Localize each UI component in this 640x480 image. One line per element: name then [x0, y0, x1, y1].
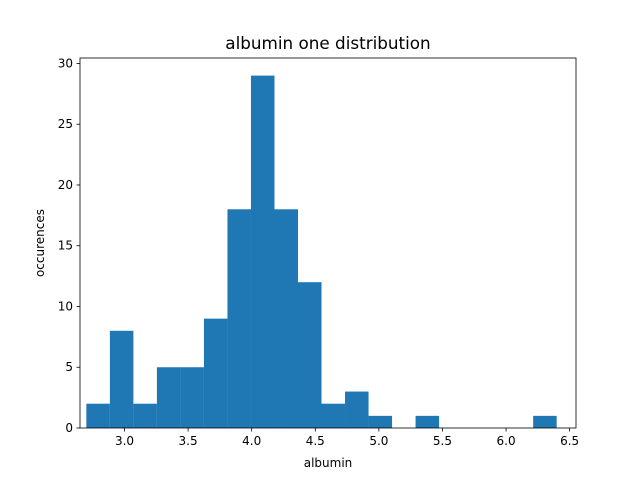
x-tick-label: 5.5	[433, 434, 452, 448]
y-tick-label: 30	[58, 56, 73, 70]
bars-group	[86, 75, 557, 428]
x-tick-label: 5.0	[369, 434, 388, 448]
histogram-bar	[415, 415, 440, 428]
x-tick-label: 3.5	[179, 434, 198, 448]
y-ticks-group: 0 5 10 15 20 25 30	[58, 56, 80, 435]
histogram-bar	[133, 403, 157, 428]
chart-title: albumin one distribution	[225, 33, 430, 53]
histogram-bar	[250, 75, 275, 428]
x-ticks-group: 3.0 3.5 4.0 4.5 5.0 5.5 6.0 6.5	[115, 428, 579, 448]
y-tick-label: 5	[65, 360, 73, 374]
histogram-bar	[203, 318, 228, 428]
histogram-bar	[533, 415, 557, 428]
x-tick-label: 4.0	[242, 434, 261, 448]
y-tick-label: 15	[58, 239, 73, 253]
y-axis-label: occurences	[33, 209, 47, 277]
x-tick-label: 3.0	[115, 434, 134, 448]
x-axis-label: albumin	[304, 456, 353, 470]
histogram-bar	[227, 209, 251, 428]
y-tick-label: 10	[58, 299, 73, 313]
axes-frame	[79, 57, 577, 429]
x-tick-label: 6.5	[560, 434, 579, 448]
histogram-bar	[109, 330, 134, 428]
histogram-bar	[86, 403, 110, 428]
histogram-bar	[297, 282, 322, 428]
histogram-bar	[180, 367, 204, 428]
y-tick-label: 0	[65, 421, 73, 435]
x-tick-label: 4.5	[306, 434, 325, 448]
histogram-bar	[321, 403, 346, 428]
histogram-bar	[368, 415, 393, 428]
histogram-bar	[274, 209, 298, 428]
histogram-bar	[345, 391, 369, 428]
x-tick-label: 6.0	[497, 434, 516, 448]
histogram-bar	[156, 367, 181, 428]
y-tick-label: 20	[58, 178, 73, 192]
y-tick-label: 25	[58, 117, 73, 131]
